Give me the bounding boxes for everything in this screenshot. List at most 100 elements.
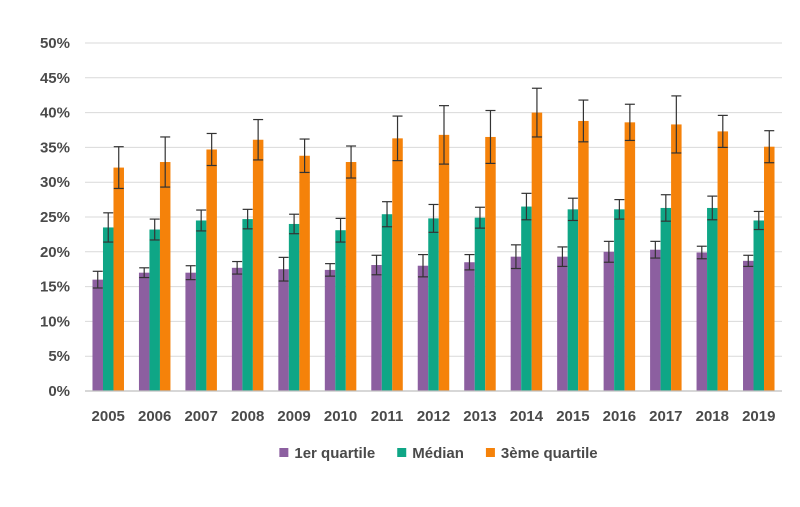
bar-m-dian-2017	[660, 207, 672, 391]
x-tick-label: 2005	[92, 408, 125, 425]
error-bars	[92, 87, 775, 289]
error-bar-3-me-quartile-2013	[485, 109, 496, 165]
bar-3-me-quartile-2014	[531, 112, 543, 391]
bar-m-dian-2007	[195, 220, 207, 391]
error-bar-1er-quartile-2016	[603, 240, 614, 263]
error-bar-m-dian-2012	[428, 203, 439, 233]
bar-m-dian-2015	[567, 209, 579, 391]
bar-m-dian-2006	[149, 229, 160, 391]
x-tick-label: 2007	[184, 408, 217, 425]
bar-3-me-quartile-2011	[392, 138, 403, 391]
error-bar-1er-quartile-2017	[650, 240, 661, 259]
error-bar-3-me-quartile-2009	[299, 138, 310, 174]
bar-1er-quartile-2015	[557, 256, 568, 391]
x-axis-tick-labels: 2005 2006 2007 2008 2009 2010 2011 2012 2013 2014…	[92, 408, 776, 425]
x-tick-label: 2009	[277, 408, 310, 425]
error-bar-3-me-quartile-2014	[531, 87, 542, 138]
bar-3-me-quartile-2008	[252, 139, 264, 391]
error-bar-1er-quartile-2014	[510, 244, 521, 270]
x-tick-label: 2017	[649, 408, 682, 425]
bar-3-me-quartile-2009	[299, 155, 310, 391]
legend-label: 1er quartile	[294, 445, 375, 462]
error-bar-3-me-quartile-2019	[764, 130, 775, 164]
y-tick-label: 10%	[40, 313, 70, 330]
error-bar-m-dian-2014	[521, 192, 532, 221]
error-bar-3-me-quartile-2015	[578, 99, 589, 143]
error-bar-m-dian-2006	[149, 218, 160, 241]
error-bar-1er-quartile-2018	[696, 245, 707, 260]
bar-1er-quartile-2017	[650, 249, 661, 391]
bar-3-me-quartile-2017	[671, 124, 682, 391]
bar-3-me-quartile-2015	[578, 120, 589, 392]
bar-3-me-quartile-2012	[438, 134, 450, 391]
bar-3-me-quartile-2010	[345, 162, 357, 391]
bar-m-dian-2016	[614, 209, 625, 391]
error-bar-m-dian-2015	[567, 197, 578, 222]
y-tick-label: 30%	[40, 174, 70, 191]
bar-3-me-quartile-2005	[113, 167, 124, 391]
bar-1er-quartile-2019	[743, 260, 754, 391]
x-tick-label: 2013	[463, 408, 496, 425]
bar-1er-quartile-2016	[603, 251, 615, 391]
bar-1er-quartile-2010	[324, 269, 336, 391]
x-tick-label: 2015	[556, 408, 589, 425]
bar-m-dian-2012	[428, 218, 439, 391]
error-bar-1er-quartile-2013	[464, 253, 475, 271]
legend: 1er quartile Médian 3ème quartile	[279, 445, 598, 462]
error-bar-m-dian-2007	[196, 209, 207, 232]
error-bar-1er-quartile-2009	[278, 256, 289, 282]
bar-m-dian-2018	[707, 207, 718, 391]
legend-swatch-1er-quartile	[279, 448, 289, 457]
error-bar-1er-quartile-2010	[325, 263, 336, 277]
error-bar-1er-quartile-2008	[232, 260, 243, 275]
y-tick-label: 45%	[40, 70, 70, 87]
error-bar-m-dian-2011	[382, 201, 393, 228]
x-tick-label: 2018	[696, 408, 729, 425]
error-bar-1er-quartile-2005	[92, 270, 103, 289]
error-bar-3-me-quartile-2006	[160, 136, 171, 188]
bar-m-dian-2011	[381, 214, 393, 391]
error-bar-3-me-quartile-2007	[206, 132, 217, 167]
error-bar-m-dian-2013	[474, 206, 485, 229]
bar-3-me-quartile-2016	[624, 122, 636, 392]
error-bar-m-dian-2008	[242, 208, 253, 230]
error-bar-m-dian-2010	[335, 217, 346, 243]
bar-1er-quartile-2007	[185, 272, 196, 391]
x-tick-label: 2016	[603, 408, 636, 425]
error-bar-3-me-quartile-2012	[439, 105, 449, 165]
bar-1er-quartile-2011	[371, 265, 382, 391]
error-bar-m-dian-2016	[614, 199, 625, 220]
bar-m-dian-2013	[474, 217, 486, 391]
bar-3-me-quartile-2019	[764, 146, 775, 391]
y-tick-label: 35%	[40, 139, 70, 156]
error-bar-m-dian-2018	[707, 195, 718, 221]
bar-m-dian-2005	[102, 227, 114, 391]
bar-1er-quartile-2012	[417, 265, 429, 391]
bar-3-me-quartile-2007	[206, 149, 217, 391]
bar-1er-quartile-2014	[510, 256, 522, 391]
error-bar-m-dian-2009	[289, 213, 300, 235]
error-bar-3-me-quartile-2011	[392, 115, 403, 162]
error-bar-m-dian-2019	[753, 210, 764, 231]
x-tick-label: 2010	[324, 408, 357, 425]
error-bar-1er-quartile-2007	[185, 265, 196, 281]
bar-3-me-quartile-2018	[717, 131, 729, 391]
error-bar-3-me-quartile-2016	[624, 103, 635, 142]
error-bar-m-dian-2017	[660, 194, 671, 222]
error-bar-1er-quartile-2015	[557, 246, 568, 268]
bar-1er-quartile-2005	[92, 279, 103, 391]
error-bar-3-me-quartile-2017	[671, 95, 682, 154]
legend-swatch-3-me-quartile	[485, 448, 495, 457]
x-tick-label: 2012	[417, 408, 450, 425]
y-tick-label: 15%	[40, 279, 70, 296]
y-tick-label: 50%	[40, 35, 70, 52]
bar-1er-quartile-2018	[696, 252, 708, 391]
bar-3-me-quartile-2013	[485, 136, 496, 391]
y-tick-label: 20%	[40, 244, 70, 261]
bars	[92, 112, 775, 392]
bar-1er-quartile-2006	[138, 272, 150, 391]
x-tick-label: 2014	[510, 408, 544, 425]
error-bar-1er-quartile-2011	[371, 254, 382, 276]
